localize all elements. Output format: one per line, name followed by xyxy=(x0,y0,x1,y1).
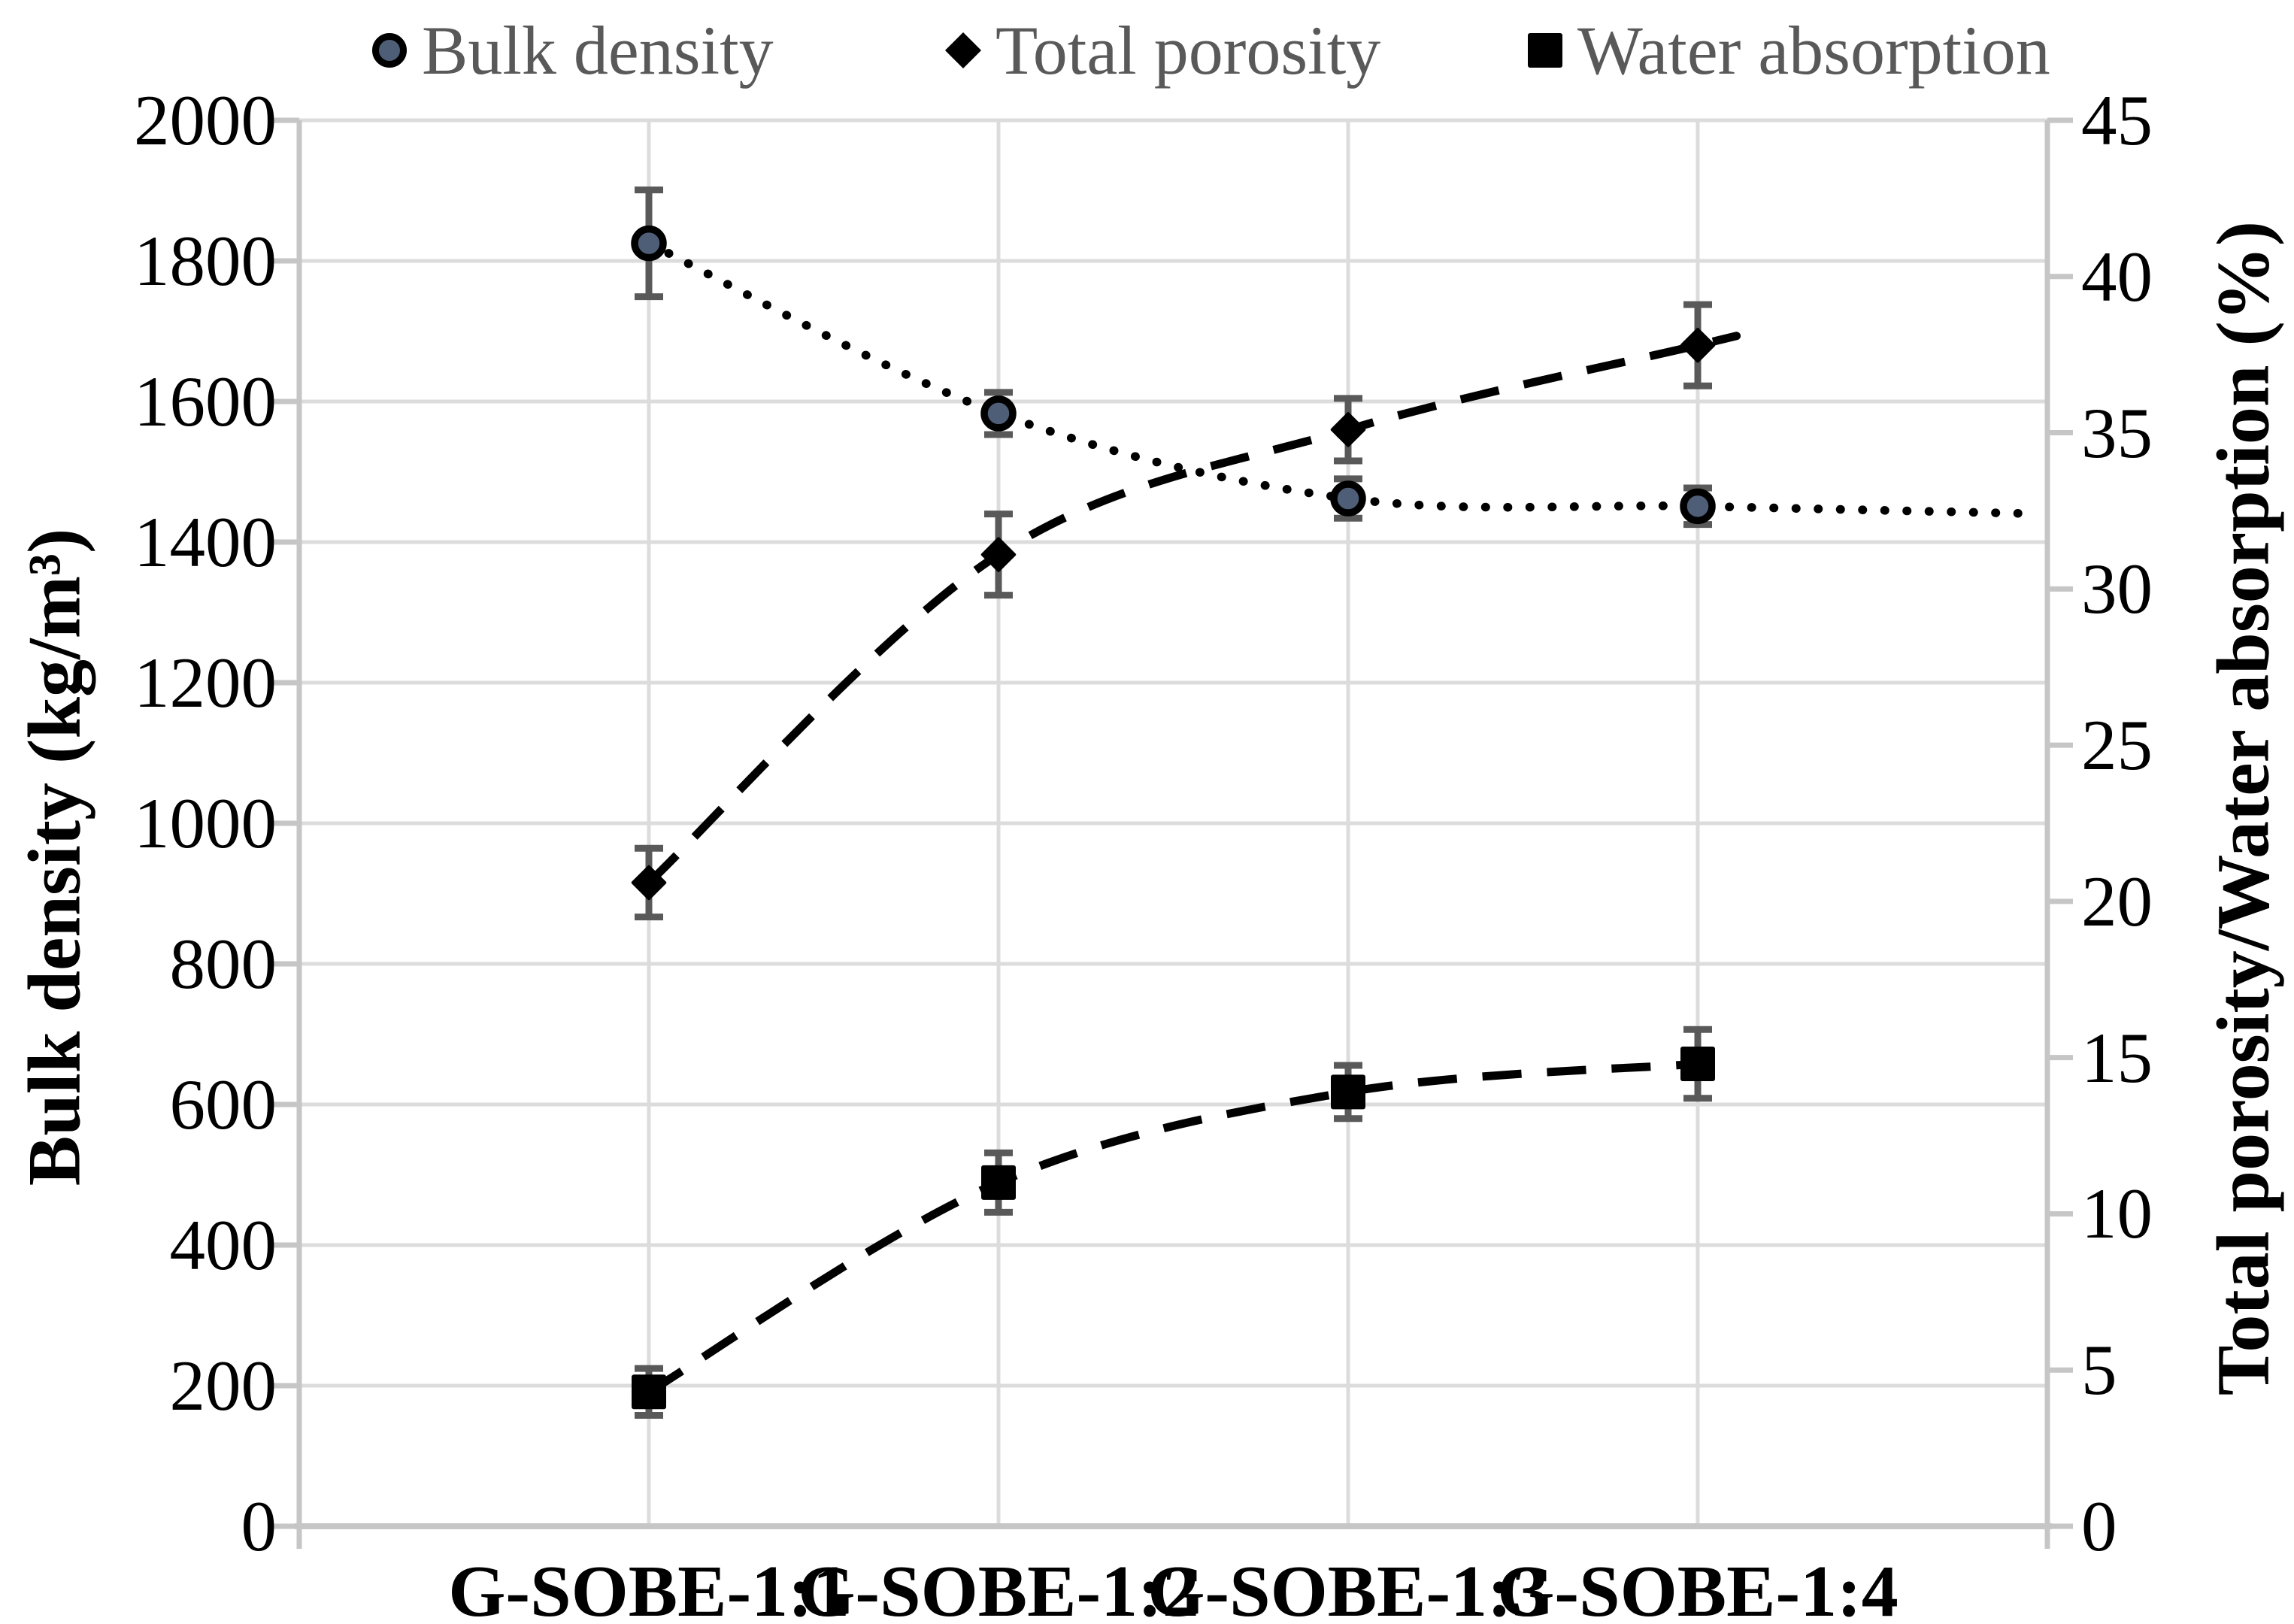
marker-diamond xyxy=(631,865,667,901)
y-axis-right-tick-label: 45 xyxy=(2081,80,2153,160)
marker-square xyxy=(1331,1074,1365,1110)
legend-label-bulk-density: Bulk density xyxy=(422,12,774,89)
x-category-label: G-SOBE-1:2 xyxy=(798,1551,1199,1624)
marker-diamond xyxy=(1680,327,1716,363)
trend-line-diamond xyxy=(646,332,1741,886)
marker-circle xyxy=(1330,480,1366,517)
legend-item-total-porosity: Total porosity xyxy=(944,9,1381,92)
y-axis-left-tick-label: 200 xyxy=(169,1346,277,1426)
legend-label-water-absorption: Water absorption xyxy=(1577,12,2050,89)
trend-line-circle xyxy=(644,238,2033,518)
y-axis-left-tick-label: 1400 xyxy=(134,502,277,582)
y-axis-right-tick-label: 20 xyxy=(2081,861,2153,941)
y-axis-left-tick-label: 0 xyxy=(241,1486,277,1566)
y-axis-right-tick-label: 25 xyxy=(2081,705,2153,786)
legend-item-bulk-density: Bulk density xyxy=(372,9,774,92)
marker-square xyxy=(981,1165,1016,1200)
marker-square xyxy=(632,1374,666,1410)
y-axis-right-tick-label: 10 xyxy=(2081,1174,2153,1254)
x-category-label: G-SOBE-1:1 xyxy=(448,1551,850,1624)
y-axis-left-tick-label: 2000 xyxy=(134,80,277,160)
marker-circle xyxy=(631,225,667,262)
y-axis-right-tick-label: 15 xyxy=(2081,1017,2153,1098)
y-axis-left-tick-label: 1600 xyxy=(134,362,277,441)
marker-diamond xyxy=(1330,412,1366,447)
y-axis-right-tick-label: 30 xyxy=(2081,549,2153,629)
marker-square xyxy=(1680,1046,1715,1081)
marker-diamond xyxy=(980,537,1017,572)
trend-line-square xyxy=(647,1059,1699,1396)
y-axis-right-tick-label: 40 xyxy=(2081,236,2153,317)
marker-circle xyxy=(1680,488,1716,525)
x-category-label: G-SOBE-1:4 xyxy=(1497,1551,1899,1624)
y-axis-left-tick-label: 1200 xyxy=(134,643,277,723)
legend-item-water-absorption: Water absorption xyxy=(1528,9,2050,92)
y-axis-right-tick-label: 5 xyxy=(2081,1330,2117,1410)
y-axis-left-tick-label: 1800 xyxy=(134,221,277,301)
y-axis-left-tick-label: 600 xyxy=(169,1065,277,1144)
square-marker-icon xyxy=(1528,33,1562,68)
y-axis-right-tick-label: 0 xyxy=(2081,1486,2117,1566)
y-axis-right-tick-label: 35 xyxy=(2081,392,2153,473)
x-category-label: G-SOBE-1:3 xyxy=(1147,1551,1549,1624)
legend-label-total-porosity: Total porosity xyxy=(995,12,1381,89)
y-axis-left-tick-label: 800 xyxy=(169,924,277,1004)
y-axis-left-tick-label: 400 xyxy=(169,1205,277,1285)
circle-marker-icon xyxy=(372,33,407,68)
y-axis-left-tick-label: 1000 xyxy=(134,783,277,863)
marker-circle xyxy=(980,395,1017,432)
